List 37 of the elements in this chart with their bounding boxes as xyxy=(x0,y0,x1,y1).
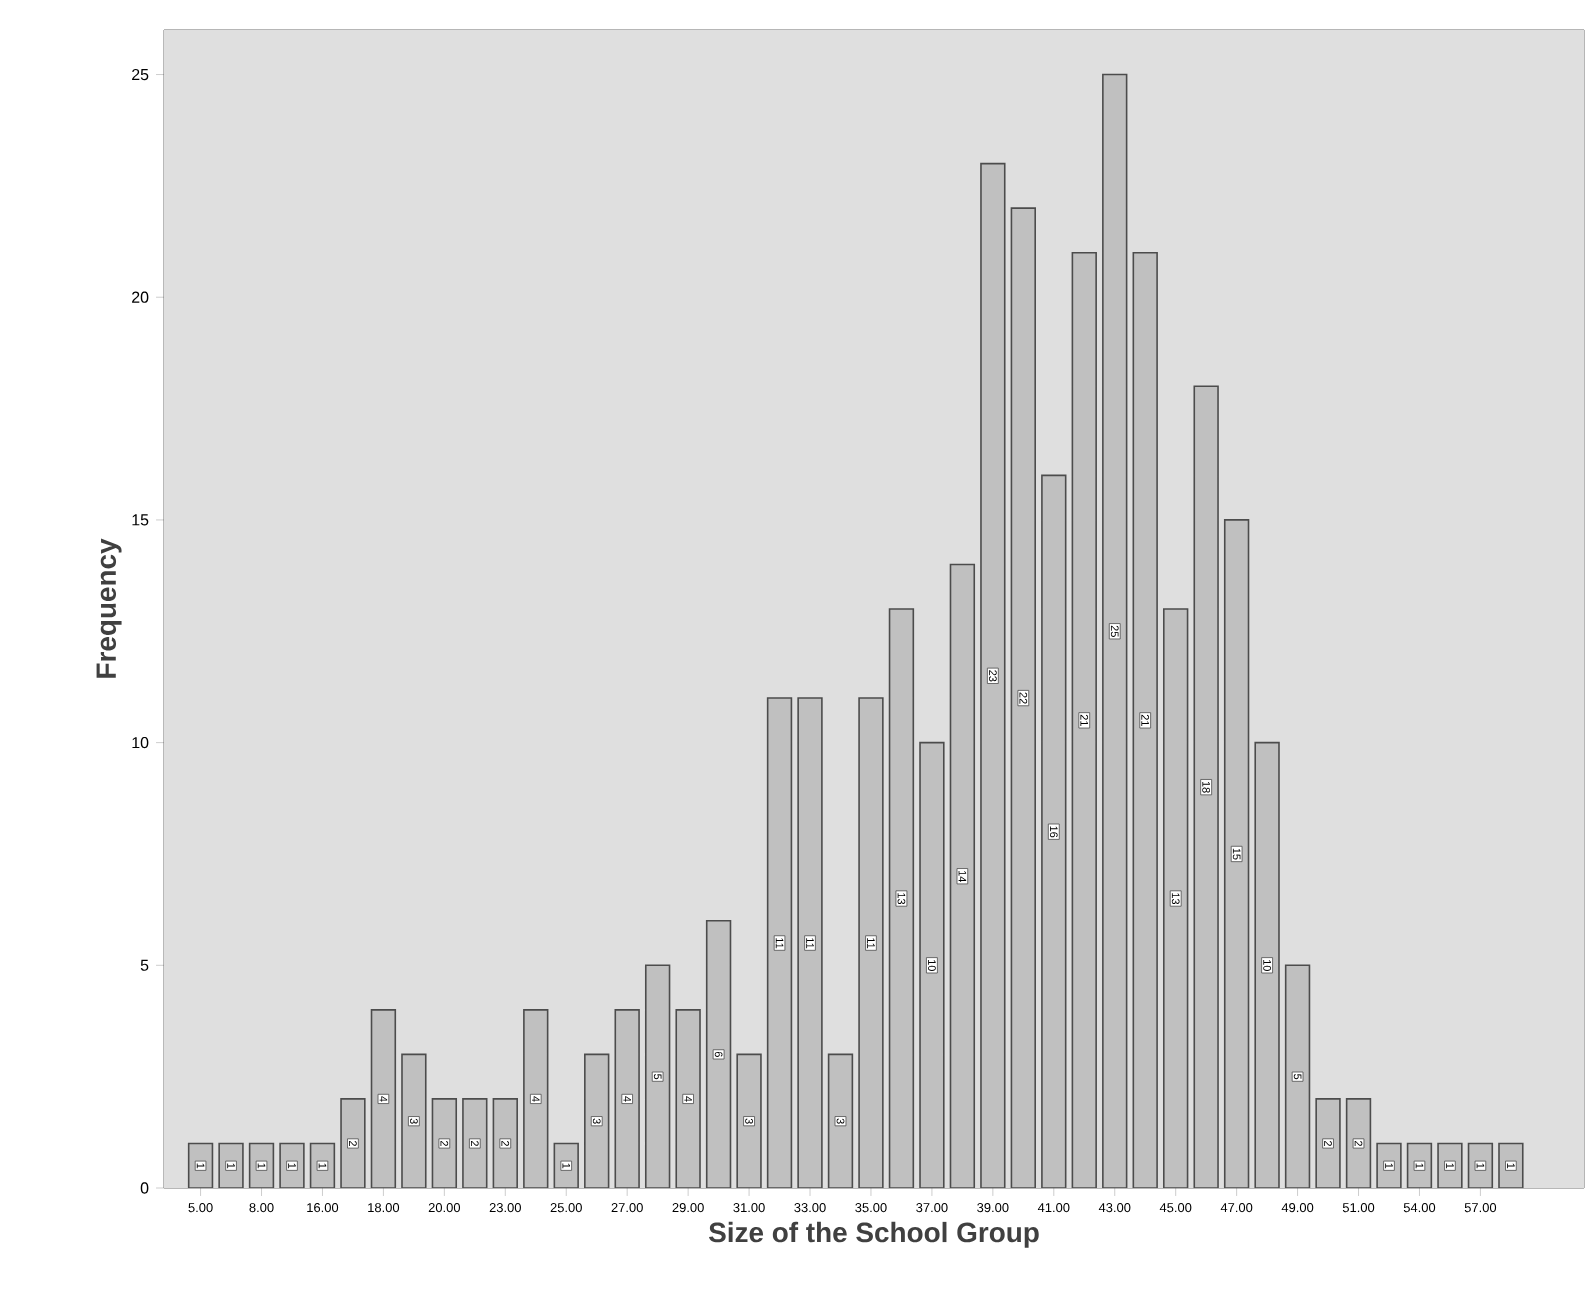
bar xyxy=(675,1009,701,1188)
bar xyxy=(705,919,732,1188)
bar xyxy=(614,1009,640,1188)
bar xyxy=(736,1053,762,1188)
bar xyxy=(523,1009,549,1188)
bar xyxy=(827,1053,854,1188)
bar xyxy=(980,162,1006,1188)
bar xyxy=(888,608,915,1188)
bar xyxy=(1193,385,1219,1188)
bar xyxy=(1345,1098,1372,1188)
bar xyxy=(584,1053,610,1188)
bar xyxy=(553,1142,579,1188)
bar xyxy=(1284,964,1311,1188)
bar xyxy=(1071,251,1097,1188)
bar xyxy=(1041,474,1067,1188)
bar xyxy=(766,697,793,1188)
bar xyxy=(1163,608,1189,1188)
bar xyxy=(401,1053,427,1188)
bar xyxy=(1498,1142,1524,1188)
bar xyxy=(1315,1098,1341,1188)
bar xyxy=(1254,741,1280,1188)
bar xyxy=(797,697,823,1188)
bar xyxy=(1010,207,1036,1188)
x-axis-title: Size of the School Group xyxy=(708,1221,1039,1248)
bar xyxy=(370,1009,397,1188)
bar xyxy=(431,1098,458,1188)
bar xyxy=(858,697,884,1188)
bar xyxy=(950,564,975,1188)
bar xyxy=(644,964,671,1188)
bar xyxy=(1223,519,1250,1188)
bar xyxy=(919,741,945,1188)
bar xyxy=(492,1098,518,1188)
bar xyxy=(1132,251,1158,1188)
bar xyxy=(462,1098,488,1188)
bar xyxy=(1102,73,1128,1188)
bar xyxy=(340,1098,366,1188)
y-axis-title: Frequency xyxy=(96,538,122,678)
